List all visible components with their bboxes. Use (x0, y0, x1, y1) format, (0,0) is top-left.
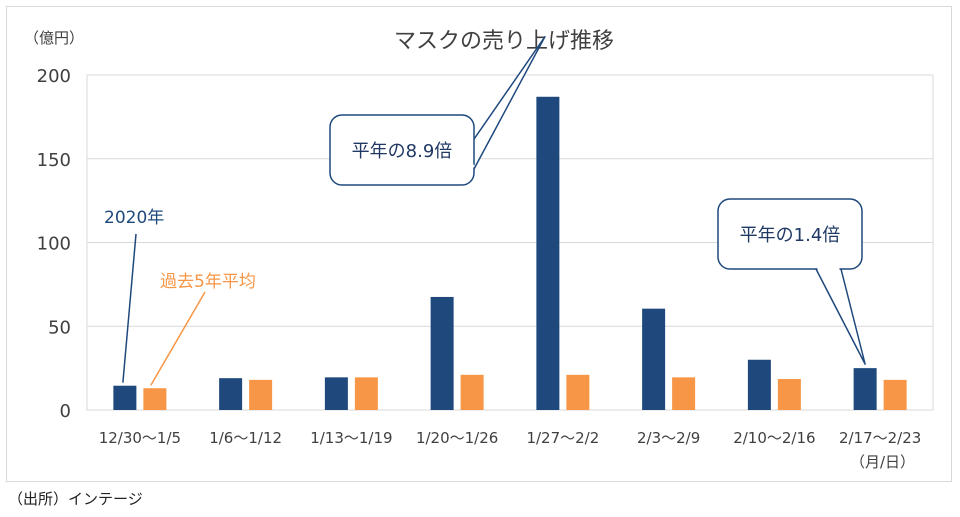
series-leader-line (122, 233, 137, 383)
chart-title: マスクの売り上げ推移 (394, 29, 614, 54)
series-leader-line (150, 291, 206, 386)
y-tick-label: 100 (37, 234, 71, 255)
bar-series-5yr-average (672, 377, 696, 410)
x-tick-label: 1/6〜1/12 (209, 429, 282, 447)
x-tick-label: 2/17〜2/23 (839, 429, 921, 447)
y-tick-label: 200 (37, 66, 71, 87)
bar-series-5yr-average (460, 374, 484, 410)
y-tick-label: 0 (60, 401, 71, 422)
bar-series-2020 (324, 377, 348, 410)
callout-pointer (462, 36, 546, 170)
source-note: （出所）インテージ (8, 490, 143, 508)
x-tick-label: 1/20〜1/26 (416, 429, 498, 447)
callout-seam (461, 155, 476, 169)
bar-series-2020 (747, 359, 771, 410)
bar-series-2020 (536, 96, 560, 411)
y-tick-label: 50 (48, 317, 71, 338)
bar-series-2020 (853, 368, 877, 410)
bar-series-5yr-average (354, 377, 378, 410)
x-axis-unit-label: （月/日） (850, 453, 915, 471)
legend-label-2020: 2020年 (104, 208, 164, 228)
callout-box (717, 198, 863, 270)
bar-chart: 0 50 100 150 200 マスクの売り上げ推移 （億円） （月/日） 12/30〜1/5… (24, 29, 934, 471)
callout-box (329, 114, 475, 186)
bar-series-2020 (430, 296, 454, 410)
callout-text: 平年の8.9倍 (352, 141, 453, 162)
x-tick-label: 1/27〜2/2 (526, 429, 599, 447)
chart-frame: 0 50 100 150 200 マスクの売り上げ推移 （億円） （月/日） 12/30〜1/5… (6, 6, 952, 482)
bar-series-2020 (219, 378, 243, 410)
bar-series-5yr-average (566, 374, 590, 410)
bar-series-5yr-average (249, 379, 273, 410)
y-axis-unit-label: （億円） (24, 29, 84, 47)
bar-series-5yr-average (883, 379, 907, 410)
legend-label-5yr-average: 過去5年平均 (160, 272, 256, 292)
x-tick-label: 1/13〜1/19 (310, 429, 392, 447)
callout-pointer (815, 268, 866, 365)
bar-series-2020 (113, 385, 137, 410)
x-tick-label: 2/3〜2/9 (637, 429, 700, 447)
x-tick-label: 2/10〜2/16 (733, 429, 815, 447)
bar-series-5yr-average (143, 388, 167, 410)
bar-series-5yr-average (777, 379, 801, 410)
callout-text: 平年の1.4倍 (740, 225, 841, 246)
bar-series-2020 (642, 308, 666, 410)
y-tick-label: 150 (37, 150, 71, 171)
x-tick-label: 12/30〜1/5 (99, 429, 181, 447)
